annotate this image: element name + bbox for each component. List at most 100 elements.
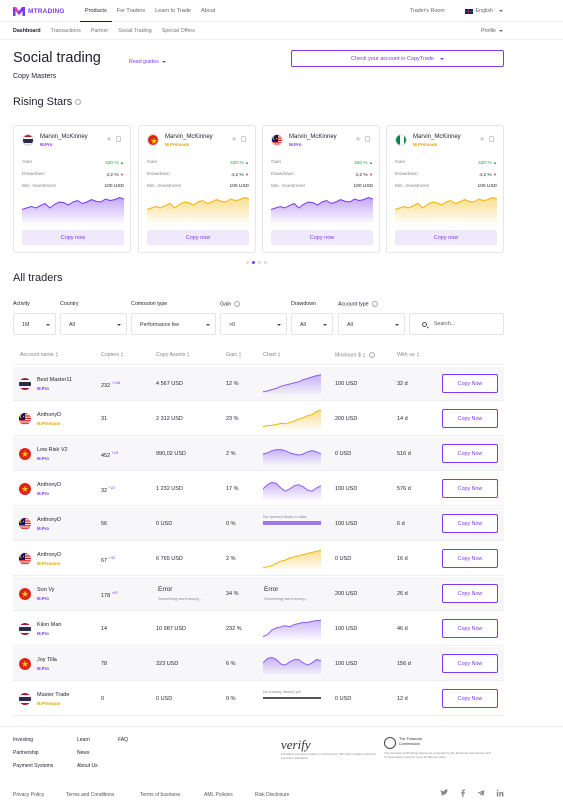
subnav-special-offers[interactable]: Special Offers [161, 28, 195, 34]
subnav-social-trading[interactable]: Social Trading [118, 28, 152, 34]
table-row[interactable]: AnthonyD M.Pro 56 0 USD 0 % No opened deals t… [13, 507, 504, 541]
account-name[interactable]: AnthonyD [37, 482, 62, 488]
copy-now-button[interactable]: Copy Now [442, 619, 498, 638]
table-row[interactable]: AnthonyD M.Premium 31 2 312 USD 23 % 200 USD 1… [13, 402, 504, 436]
copy-now-button[interactable]: Copy Now [442, 479, 498, 498]
copy-icon[interactable] [365, 136, 370, 142]
table-row[interactable]: AnthonyD M.Premium 67 +32 6 765 USD 2 % 0 USD… [13, 542, 504, 576]
star-icon[interactable]: ★ [106, 136, 113, 143]
copy-icon[interactable] [116, 136, 121, 142]
info-icon[interactable] [75, 99, 82, 106]
star-icon[interactable]: ★ [355, 136, 362, 143]
check-copytrade-button[interactable]: Check your account in CopyTrade [291, 50, 504, 67]
table-row[interactable]: Joy Tilla M.Pro 78 323 USD 6 % 100 USD 156 d Co… [13, 647, 504, 681]
footer-aml-policies[interactable]: AML Policies [204, 792, 233, 798]
twitter-icon[interactable] [440, 789, 448, 797]
table-row[interactable]: AnthonyD M.Pro 32 +22 1 232 USD 17 % 100 USD 5… [13, 472, 504, 506]
subnav-partner[interactable]: Partner [90, 28, 109, 34]
gain-select[interactable]: >0 [220, 313, 287, 335]
subnav-dashboard[interactable]: Dashboard [13, 28, 41, 34]
footer-link-learn[interactable]: Learn [77, 737, 90, 743]
financial-commission-badge[interactable]: The Financial Commission The interests o… [384, 737, 504, 760]
table-row[interactable]: Master Trade M.Premium 0 0 USD 0 % No trading… [13, 682, 504, 716]
footer-link-partnership[interactable]: Partnership [13, 750, 39, 756]
footer-link-faq[interactable]: FAQ [118, 737, 129, 743]
col-account-name[interactable]: Account name [20, 352, 59, 358]
footer-link-about-us[interactable]: About Us [77, 763, 98, 769]
info-icon[interactable] [371, 301, 378, 307]
copy-now-button[interactable]: Copy now [395, 230, 497, 245]
verify-badge[interactable]: verify MTrading execution quality is con… [281, 737, 381, 761]
copy-icon[interactable] [241, 136, 246, 142]
account-name[interactable]: AnthonyD [37, 552, 62, 558]
footer-link-investing[interactable]: Investing [13, 737, 34, 743]
copy-now-button[interactable]: Copy Now [442, 514, 498, 533]
col-minimum[interactable]: Minimum $ [335, 352, 375, 358]
copy-now-button[interactable]: Copy now [271, 230, 373, 245]
copy-now-button[interactable]: Copy Now [442, 374, 498, 393]
nav-for-traders[interactable]: For Traders [116, 8, 146, 14]
facebook-icon[interactable] [459, 789, 467, 797]
account-name[interactable]: Kilon Man [37, 622, 62, 628]
nav-about[interactable]: About [200, 8, 216, 14]
star-icon[interactable]: ★ [231, 136, 238, 143]
read-guides-dropdown[interactable]: Read guides [129, 59, 166, 65]
copy-now-button[interactable]: Copy now [147, 230, 249, 245]
trader-card[interactable]: Marvin_McKinney M.Pro ★ Gain 420 % ▲ Drawdown… [262, 125, 380, 253]
activity-select[interactable]: 1M [13, 313, 56, 335]
carousel-dot-active[interactable] [252, 261, 255, 264]
account-name[interactable]: AnthonyD [37, 517, 62, 523]
nav-products[interactable]: Products [80, 0, 112, 22]
telegram-icon[interactable] [477, 789, 485, 797]
trader-card[interactable]: Marvin_McKinney M.Pro ★ Gain 420 % ▲ Drawdown… [13, 125, 131, 253]
search-input[interactable] [434, 321, 500, 327]
commission-select[interactable]: Performance fee [131, 313, 216, 335]
traders-room-link[interactable]: Trader's Room [409, 8, 445, 14]
carousel-dot[interactable] [264, 261, 267, 264]
footer-link-news[interactable]: News [77, 750, 90, 756]
subnav-transactions[interactable]: Transactions [50, 28, 81, 34]
table-row[interactable]: Son Vy M.Pro 178 +67 Error Something went wr… [13, 577, 504, 611]
carousel-dot[interactable] [258, 261, 261, 264]
footer-risk-disclosure[interactable]: Risk Disclosure [255, 792, 290, 798]
footer-terms-business[interactable]: Terms of business [140, 792, 181, 798]
language-select[interactable]: English [464, 8, 503, 14]
star-icon[interactable]: ★ [479, 136, 486, 143]
account-name[interactable]: Best Master11 [37, 377, 73, 383]
footer-privacy-policy[interactable]: Privacy Policy [13, 792, 45, 798]
col-copy-assets[interactable]: Copy Assets [156, 352, 190, 358]
footer-link-payment-systems[interactable]: Payment Systems [13, 763, 54, 769]
account-name[interactable]: AnthonyD [37, 412, 62, 418]
logo[interactable]: MTRADING [13, 7, 65, 16]
copy-icon[interactable] [489, 136, 494, 142]
profile-menu[interactable]: Profile [481, 28, 503, 34]
carousel-dot[interactable] [246, 261, 249, 264]
col-copiers[interactable]: Copiers [101, 352, 124, 358]
trader-card[interactable]: Marvin_McKinney M.Premium ★ Gain 420 % ▲ Draw… [386, 125, 504, 253]
copy-now-button[interactable]: Copy Now [442, 689, 498, 708]
account-type-select[interactable]: All [338, 313, 405, 335]
account-name[interactable]: Master Trade [37, 692, 70, 698]
table-row[interactable]: Kilon Man M.Pro 14 10 987 USD 232 % 100 USD 46… [13, 612, 504, 646]
account-name[interactable]: Low Risk V2 [37, 447, 68, 453]
linkedin-icon[interactable] [496, 789, 504, 797]
nav-learn-to-trade[interactable]: Learn to Trade [155, 8, 191, 14]
drawdown-select[interactable]: All [291, 313, 333, 335]
table-row[interactable]: Low Risk V2 M.Pro 452 +13 990,02 USD 2 % 0 US… [13, 437, 504, 471]
country-select[interactable]: All [60, 313, 127, 335]
trader-card[interactable]: Marvin_McKinney M.Premium ★ Gain 420 % ▲ Draw… [138, 125, 256, 253]
account-name[interactable]: Joy Tilla [37, 657, 57, 663]
table-row[interactable]: Best Master11 M.Pro 232 +146 4 567 USD 12 % 1… [13, 367, 504, 401]
copy-now-button[interactable]: Copy now [22, 230, 124, 245]
copy-now-button[interactable]: Copy Now [442, 409, 498, 428]
info-icon[interactable] [368, 352, 375, 358]
copy-now-button[interactable]: Copy Now [442, 584, 498, 603]
copy-now-button[interactable]: Copy Now [442, 444, 498, 463]
account-name[interactable]: Son Vy [37, 587, 55, 593]
col-gain[interactable]: Gain [226, 352, 242, 358]
info-icon[interactable] [234, 301, 241, 307]
copy-now-button[interactable]: Copy Now [442, 654, 498, 673]
footer-terms-conditions[interactable]: Terms and Conditions [66, 792, 115, 798]
col-with-us[interactable]: With us [397, 352, 420, 358]
copy-now-button[interactable]: Copy Now [442, 549, 498, 568]
